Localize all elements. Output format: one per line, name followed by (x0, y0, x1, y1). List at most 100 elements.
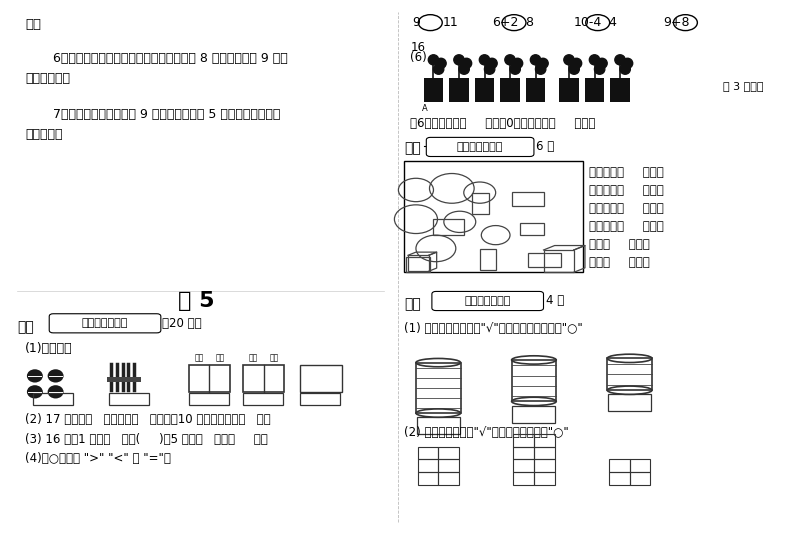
Bar (609, 472, 630, 485)
Text: 多少张纸？: 多少张纸？ (26, 128, 63, 141)
Bar (107, 378, 141, 382)
Bar (519, 223, 543, 235)
Bar (480, 249, 496, 270)
Ellipse shape (505, 55, 515, 65)
Text: 了 3 朵花：: 了 3 朵花： (723, 81, 763, 91)
Ellipse shape (512, 58, 522, 68)
Text: A: A (422, 104, 428, 113)
Ellipse shape (622, 58, 633, 68)
Text: 谁剩下的多？: 谁剩下的多？ (26, 72, 70, 85)
Ellipse shape (569, 64, 579, 74)
Bar (438, 472, 459, 485)
FancyBboxPatch shape (426, 137, 534, 156)
Bar (514, 434, 534, 446)
Bar (534, 434, 554, 446)
Bar (607, 358, 652, 390)
Bar (300, 394, 340, 405)
Text: 正方形有（     ）个，: 正方形有（ ）个， (589, 202, 664, 215)
Ellipse shape (620, 64, 630, 74)
Bar (527, 253, 561, 267)
Text: (1)看图写数: (1)看图写数 (26, 342, 73, 356)
Text: 卷 5: 卷 5 (178, 291, 215, 311)
Text: 只？: 只？ (26, 18, 42, 32)
Bar (630, 459, 650, 472)
Bar (608, 395, 651, 412)
Ellipse shape (48, 369, 63, 382)
Bar (404, 161, 583, 272)
Ellipse shape (487, 58, 497, 68)
Bar (424, 78, 443, 103)
Text: 9: 9 (412, 16, 420, 29)
Ellipse shape (434, 64, 444, 74)
Ellipse shape (27, 385, 43, 398)
Bar (534, 446, 554, 459)
Bar (416, 363, 461, 413)
Text: 圆有（     ）个，: 圆有（ ）个， (589, 238, 650, 252)
Text: 16: 16 (410, 41, 426, 54)
Bar (243, 365, 285, 392)
Text: 7、同学们做小旗，用了 9 张红纸，又用了 5 张綦纸，他们用了: 7、同学们做小旗，用了 9 张红纸，又用了 5 张綦纸，他们用了 (54, 108, 281, 121)
Ellipse shape (571, 58, 582, 68)
Bar (512, 192, 543, 206)
Ellipse shape (27, 369, 43, 382)
Bar (543, 250, 574, 272)
Text: 长方形有（     ）个，: 长方形有（ ）个， (589, 220, 664, 233)
Bar (526, 78, 545, 103)
Bar (610, 78, 630, 103)
Text: 十位: 十位 (194, 354, 204, 363)
Text: 11: 11 (442, 16, 458, 29)
Text: 9+8: 9+8 (663, 16, 690, 29)
Ellipse shape (615, 55, 626, 65)
Text: 8: 8 (525, 16, 533, 29)
Bar (450, 78, 469, 103)
Bar (408, 255, 429, 271)
Text: 三、: 三、 (404, 297, 421, 311)
Ellipse shape (597, 58, 607, 68)
Ellipse shape (510, 64, 520, 74)
FancyBboxPatch shape (432, 292, 543, 311)
Bar (514, 446, 534, 459)
Bar (418, 472, 438, 485)
Text: 长方体有（     ）个，: 长方体有（ ）个， (589, 184, 664, 197)
Text: 我会比，也会画: 我会比，也会画 (465, 296, 511, 306)
Bar (243, 394, 283, 405)
Text: (2) 17 里面有（   ）个十和（   ）个一，10 个一就是一个（   ）。: (2) 17 里面有（ ）个十和（ ）个一，10 个一就是一个（ ）。 (26, 413, 271, 426)
Text: 6+2: 6+2 (492, 16, 518, 29)
Text: 一、: 一、 (18, 320, 34, 334)
Text: 4: 4 (609, 16, 617, 29)
Bar (475, 78, 494, 103)
Bar (189, 365, 230, 392)
Text: （20 分）: （20 分） (162, 317, 202, 330)
Ellipse shape (48, 385, 63, 398)
Ellipse shape (564, 55, 574, 65)
Text: 个位: 个位 (215, 354, 225, 363)
Bar (418, 459, 438, 472)
Bar (418, 446, 438, 459)
Bar (514, 472, 534, 485)
Text: 6、小明和小华看同一本故事书，小明看了 8 页，小华看了 9 页，: 6、小明和小华看同一本故事书，小明看了 8 页，小华看了 9 页， (54, 52, 288, 65)
Ellipse shape (436, 58, 446, 68)
Text: (3) 16 中的1 表示（   ）个(     )，5 表示（   ）个（     ）。: (3) 16 中的1 表示（ ）个( )，5 表示（ ）个（ ）。 (26, 433, 268, 446)
Bar (513, 406, 555, 422)
Ellipse shape (590, 55, 600, 65)
Ellipse shape (454, 55, 464, 65)
Ellipse shape (538, 58, 548, 68)
Ellipse shape (459, 64, 470, 74)
Text: 4 分: 4 分 (546, 294, 564, 308)
Bar (417, 418, 460, 434)
Text: 我会想，也会填: 我会想，也会填 (82, 318, 128, 328)
Bar (559, 78, 578, 103)
FancyBboxPatch shape (50, 314, 161, 333)
Bar (534, 459, 554, 472)
Bar (514, 459, 534, 472)
Ellipse shape (530, 55, 541, 65)
Bar (406, 257, 430, 272)
Bar (512, 360, 556, 402)
Text: 球有（     ）个。: 球有（ ）个。 (589, 256, 650, 269)
Bar (300, 365, 342, 392)
Text: 6 分: 6 分 (535, 140, 554, 153)
Bar (438, 446, 459, 459)
Bar (434, 219, 464, 235)
Text: 二、: 二、 (404, 141, 421, 155)
Ellipse shape (594, 64, 605, 74)
